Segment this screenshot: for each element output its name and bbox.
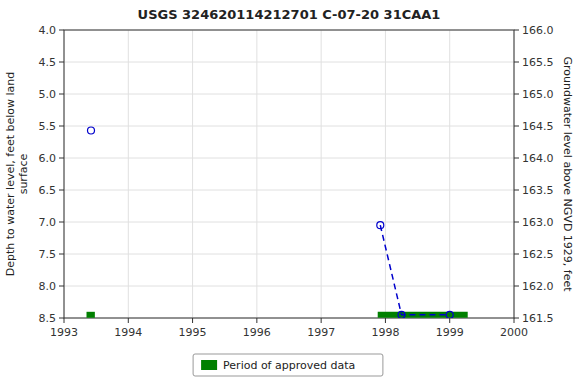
y-grid-line <box>64 222 514 223</box>
approved-period-bar <box>87 312 95 318</box>
y-tick <box>59 286 64 287</box>
legend-frame <box>193 354 383 376</box>
point <box>398 311 405 318</box>
point <box>377 222 384 229</box>
y2-tick-label: 163.5 <box>522 184 554 197</box>
y2-tick <box>514 190 519 191</box>
y-tick-label: 8.0 <box>39 280 57 293</box>
x-tick <box>64 318 65 323</box>
legend-swatch <box>201 360 217 370</box>
x-grid-line <box>449 30 450 318</box>
y2-axis-label: Groundwater level above NGVD 1929, feet <box>561 56 574 292</box>
x-tick <box>128 318 129 323</box>
x-tick-label: 1999 <box>436 326 464 339</box>
y2-tick-label: 164.5 <box>522 120 554 133</box>
y2-tick-label: 162.0 <box>522 280 554 293</box>
title: USGS 324620114212701 C-07-20 31CAA1 <box>138 7 441 22</box>
y2-tick <box>514 318 519 319</box>
x-tick <box>449 318 450 323</box>
y-tick <box>59 190 64 191</box>
data <box>87 127 468 318</box>
y-tick <box>59 158 64 159</box>
x-grid-line <box>128 30 129 318</box>
y-axis-label-line: Depth to water level, feet below land <box>4 72 17 277</box>
x-tick-label: 1996 <box>243 326 271 339</box>
y2-tick <box>514 94 519 95</box>
y-tick <box>59 30 64 31</box>
x-tick <box>514 318 515 323</box>
axes: 1993 1994 1995 1996 1997 1998 1999 2000 4.0 4.5 5.… <box>39 24 554 339</box>
y-grid-line <box>64 286 514 287</box>
x-tick <box>385 318 386 323</box>
y2-tick <box>514 126 519 127</box>
x-grid-line <box>385 30 386 318</box>
x-tick-label: 1997 <box>307 326 335 339</box>
plot-frame <box>64 30 514 318</box>
y-grid-line <box>64 254 514 255</box>
x-grid-line <box>192 30 193 318</box>
y-grid-line <box>64 94 514 95</box>
y-grid-line <box>64 62 514 63</box>
y-tick <box>59 62 64 63</box>
point <box>446 311 453 318</box>
y-tick <box>59 254 64 255</box>
y2-tick-label: 166.0 <box>522 24 554 37</box>
y-tick <box>59 222 64 223</box>
y-tick-label: 5.5 <box>39 120 57 133</box>
y2-tick-label: 163.0 <box>522 216 554 229</box>
y2-tick-label: 164.0 <box>522 152 554 165</box>
y-tick-label: 7.0 <box>39 216 57 229</box>
y2-tick-label: 165.5 <box>522 56 554 69</box>
y-grid-line <box>64 190 514 191</box>
y2-tick-label: 165.0 <box>522 88 554 101</box>
y2-tick <box>514 286 519 287</box>
y2-tick <box>514 254 519 255</box>
y-tick-label: 4.5 <box>39 56 57 69</box>
y-tick <box>59 94 64 95</box>
y2-tick <box>514 222 519 223</box>
y-tick-label: 8.5 <box>39 312 57 325</box>
x-grid-line <box>256 30 257 318</box>
line <box>380 225 449 315</box>
grid <box>64 30 514 318</box>
y-grid-line <box>64 126 514 127</box>
point <box>88 127 95 134</box>
y-axis-label: Depth to water level, feet below landsur… <box>4 72 30 277</box>
y2-tick <box>514 30 519 31</box>
page: {"chart_data": { "type": "line", "title"… <box>0 0 576 384</box>
y-tick-label: 4.0 <box>39 24 57 37</box>
chart: 1993 1994 1995 1996 1997 1998 1999 2000 4.0 4.5 5.… <box>0 0 576 384</box>
legend: Period of approved data <box>193 354 383 376</box>
y-tick-label: 6.0 <box>39 152 57 165</box>
x-tick <box>321 318 322 323</box>
x-tick-label: 1998 <box>371 326 399 339</box>
y-tick-label: 7.5 <box>39 248 57 261</box>
y2-tick <box>514 158 519 159</box>
y2-tick-label: 162.5 <box>522 248 554 261</box>
y2-tick-label: 161.5 <box>522 312 554 325</box>
x-tick <box>256 318 257 323</box>
legend-label: Period of approved data <box>223 359 355 372</box>
y-axis-label-line: surface <box>17 153 30 194</box>
y-tick-label: 5.0 <box>39 88 57 101</box>
y-grid-line <box>64 158 514 159</box>
y-tick <box>59 126 64 127</box>
x-tick-label: 1993 <box>50 326 78 339</box>
x-tick <box>192 318 193 323</box>
y-tick-label: 6.5 <box>39 184 57 197</box>
background <box>0 0 576 384</box>
x-tick-label: 1994 <box>114 326 142 339</box>
x-grid-line <box>321 30 322 318</box>
y-tick <box>59 318 64 319</box>
y2-tick <box>514 62 519 63</box>
x-tick-label: 2000 <box>500 326 528 339</box>
x-tick-label: 1995 <box>179 326 207 339</box>
